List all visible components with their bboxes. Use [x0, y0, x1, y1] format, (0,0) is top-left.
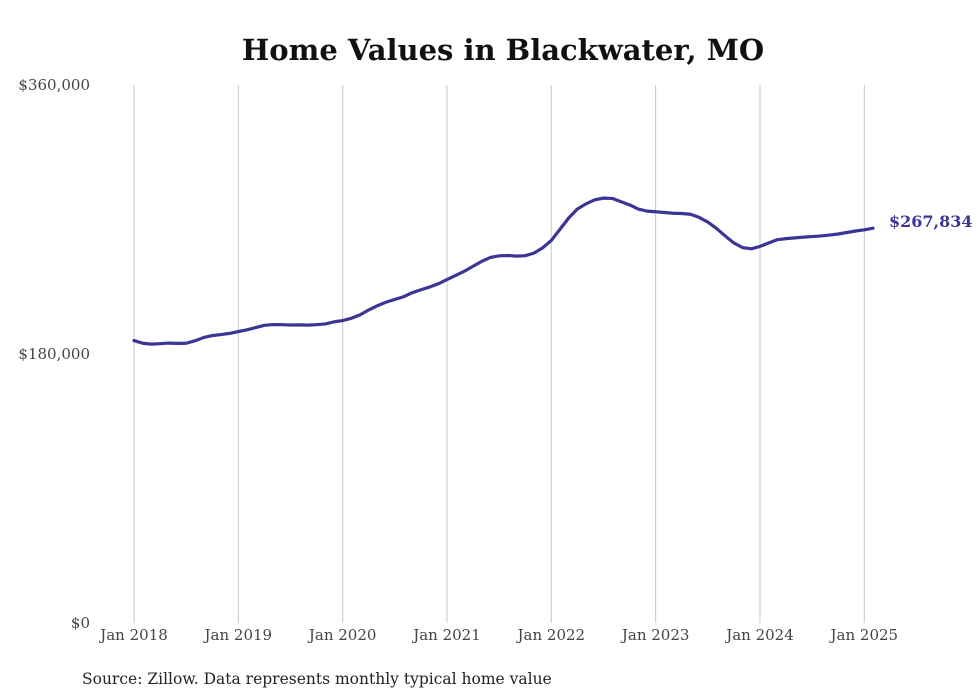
- y-tick-label: $180,000: [18, 345, 90, 363]
- end-value-label: $267,834: [889, 212, 973, 231]
- series-line: [132, 196, 875, 346]
- y-tick-label: $360,000: [18, 76, 90, 94]
- y-tick-label: $0: [71, 614, 90, 632]
- x-tick-label: Jan 2019: [203, 626, 273, 644]
- source-note: Source: Zillow. Data represents monthly …: [82, 670, 552, 688]
- x-tick-label: Jan 2023: [620, 626, 690, 644]
- x-tick-label: Jan 2018: [98, 626, 168, 644]
- x-tick-label: Jan 2020: [307, 626, 377, 644]
- chart-title: Home Values in Blackwater, MO: [242, 33, 764, 67]
- gridlines: [133, 85, 865, 623]
- x-axis: Jan 2018 Jan 2019 Jan 2020 Jan 2021 Jan 2022…: [98, 626, 898, 644]
- x-tick-label: Jan 2025: [829, 626, 899, 644]
- x-tick-label: Jan 2021: [411, 626, 481, 644]
- x-tick-label: Jan 2024: [724, 626, 794, 644]
- x-tick-label: Jan 2022: [516, 626, 586, 644]
- y-axis: $0 $180,000 $360,000: [18, 76, 90, 632]
